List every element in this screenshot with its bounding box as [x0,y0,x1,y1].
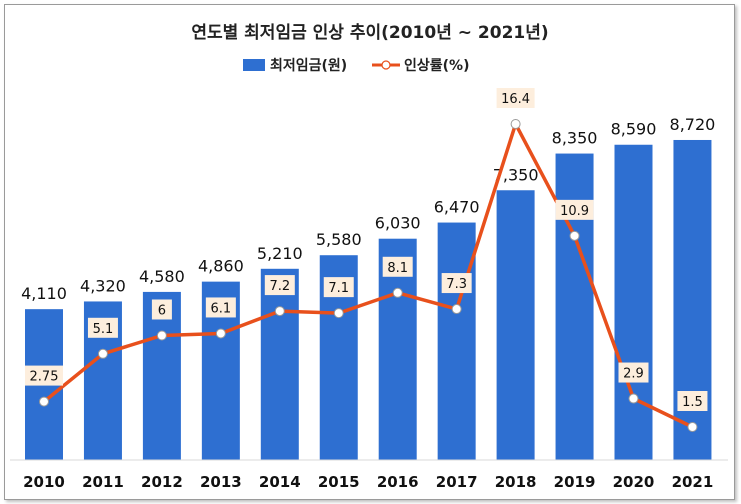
rate-label-box-2011 [87,317,118,338]
rate-label-box-2019 [555,199,594,220]
bar-2019 [555,153,594,460]
bar-label-2013: 4,860 [198,257,244,276]
legend-bar-swatch [243,59,265,71]
x-axis-ticks: 2010 2011 2012 2013 2014 2015 2016 2017 2018 2019… [23,473,713,491]
rate-label-2011: 5.1 [93,322,114,337]
rate-point-2018 [510,119,521,129]
legend-line-label: 인상률(%) [404,57,469,74]
x-tick-2017: 2017 [436,473,478,491]
x-tick-2020: 2020 [613,473,655,491]
bar-label-2015: 5,580 [316,230,362,249]
bar-label-2021: 8,720 [670,115,716,134]
bar-label-2014: 5,210 [257,244,303,263]
rate-point-2013 [215,328,226,339]
x-tick-2015: 2015 [318,473,360,491]
bar-label-2011: 4,320 [80,276,126,295]
x-tick-2016: 2016 [377,473,419,491]
rate-point-2014 [274,306,285,317]
bar-2018 [496,190,535,460]
rate-label-2014: 7.2 [269,279,290,294]
legend-bar-label: 최저임금(원) [270,58,347,74]
rate-point-2017 [451,304,462,315]
bar-label-2010: 4,110 [21,284,67,303]
rate-label-box-2010 [25,365,63,386]
bar-label-2016: 6,030 [375,214,421,233]
rate-label-2017: 7.3 [446,277,467,292]
chart-frame [4,4,735,500]
rate-label-2019: 10.9 [560,204,589,219]
rate-label-2020: 2.9 [623,367,644,382]
rate-point-2010 [39,396,49,407]
rate-label-2012: 6 [158,303,166,318]
rate-label-box-2016 [382,256,413,277]
rate-point-2015 [333,308,344,319]
x-tick-2010: 2010 [23,473,65,491]
rate-label-2018: 16.4 [501,92,530,107]
rate-label-2013: 6.1 [211,301,232,316]
rate-point-2021 [687,422,698,432]
bar-label-2020: 8,590 [611,120,657,139]
x-tick-2021: 2021 [672,473,714,491]
x-tick-2018: 2018 [495,473,537,491]
rate-point-2019 [569,230,580,241]
rate-label-box-2017 [441,273,472,294]
rate-point-2020 [628,393,639,404]
legend-line-marker [381,60,391,70]
x-tick-2013: 2013 [200,473,242,491]
bar-label-2017: 6,470 [434,198,480,217]
bar-2014 [260,268,299,460]
rate-label-box-2012 [151,299,172,320]
rate-point-2016 [392,287,403,298]
bar-2017 [437,222,476,460]
x-tick-2012: 2012 [141,473,183,491]
rate-series: 2.75 5.1 6 6.1 7.2 7.1 8.1 7.3 16.4 10.9 2.9 1.5 [25,88,708,432]
bar-2012 [142,291,181,460]
rate-line [42,122,694,429]
rate-label-box-2014 [264,275,295,296]
rate-point-2012 [156,330,167,341]
rate-label-box-2020 [618,362,649,383]
rate-label-2016: 8.1 [387,261,408,276]
rate-label-box-2018 [496,88,535,108]
bar-2020 [614,144,653,460]
rate-label-box-2015 [323,277,354,298]
rate-label-box-2013 [205,297,236,318]
rate-label-2021: 1.5 [682,395,703,410]
rate-label-2015: 7.1 [328,281,349,296]
bar-2021 [673,139,712,460]
x-tick-2014: 2014 [259,473,301,491]
rate-label-2010: 2.75 [30,370,59,385]
x-tick-2019: 2019 [554,473,596,491]
rate-point-2011 [97,348,108,359]
rate-label-box-2021 [677,391,708,411]
chart-title: 연도별 최저임금 인상 추이(2010년 ~ 2021년) [191,22,548,43]
bar-label-2018: 7,350 [493,165,539,184]
x-tick-2011: 2011 [82,473,124,491]
bar-series: 4,110 4,320 4,580 4,860 5,210 5,580 6,030 6,470… [21,115,715,460]
legend: 최저임금(원) 인상률(%) [243,57,469,74]
bar-label-2019: 8,350 [552,129,598,148]
bar-label-2012: 4,580 [139,267,185,286]
